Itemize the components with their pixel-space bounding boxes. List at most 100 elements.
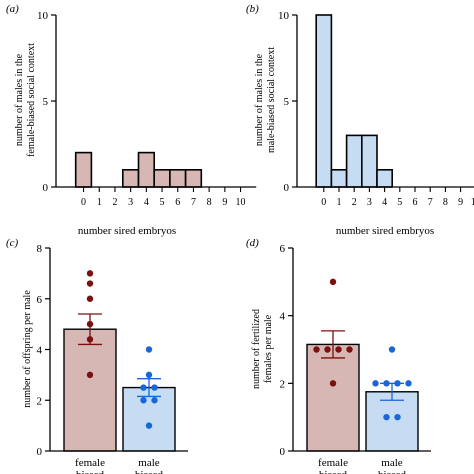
- panel-d-data-point: [388, 346, 396, 353]
- panel-a-ytick-label: 10: [37, 10, 49, 22]
- panel-c-data-point: [145, 422, 153, 429]
- panel-a-xlabel: number sired embryos: [78, 225, 176, 237]
- panel-b-bar: [360, 134, 378, 188]
- panel-d-ylabel-line1: number of fertilized: [251, 309, 262, 389]
- panel-d-data-point: [324, 346, 331, 353]
- panel-c-data-point: [86, 295, 94, 302]
- panel-c-ylabel: number of offspring per male: [22, 290, 33, 408]
- panel-b-label: (b): [246, 3, 259, 15]
- panel-c-data-point: [145, 346, 153, 353]
- panel-d-ytick-label: 0: [280, 446, 286, 458]
- panel-a-bar: [74, 151, 93, 188]
- panel-c-group-label: biased: [76, 469, 105, 474]
- panel-a-xtick-label: 9: [222, 197, 227, 208]
- panel-d-data-point: [383, 380, 390, 387]
- panel-a-histogram: (a) number of males in the female-biased…: [6, 3, 257, 237]
- panel-d-data-point: [329, 278, 337, 286]
- panel-d-data-point: [329, 380, 337, 387]
- panel-c-ytick-label: 4: [37, 345, 43, 357]
- panel-c-ytick-label: 0: [37, 446, 43, 458]
- panel-a-ylabel-line1: number of males in the: [14, 53, 25, 146]
- panel-d-data-point: [346, 346, 353, 353]
- panel-b-xtick-label: 9: [458, 197, 463, 208]
- panel-a-xtick-label: 5: [160, 197, 165, 208]
- panel-c-ytick-label: 6: [37, 294, 43, 306]
- panel-c-group-label: biased: [135, 469, 164, 474]
- panel-d-data-point: [335, 346, 342, 353]
- panel-c-data-point: [140, 397, 147, 404]
- panel-a-bar: [153, 169, 171, 188]
- panel-b-xtick-label: 6: [413, 197, 418, 208]
- panel-a-xtick-label: 8: [207, 197, 212, 208]
- panel-d-data-point: [383, 413, 390, 421]
- panel-d-group-label: male: [381, 457, 402, 469]
- panel-b-xtick-label: 8: [443, 197, 448, 208]
- panel-b-bar: [376, 169, 393, 188]
- panel-d-data-point: [405, 380, 412, 387]
- panel-c-data-point: [145, 371, 153, 379]
- panel-d-ylabel-line2: females per male: [263, 314, 274, 383]
- panel-b-ytick-label: 10: [278, 10, 290, 22]
- panel-c-bar-chart: (c) number of offspring per male 0 2 4 6 8 fe…: [6, 237, 188, 474]
- panel-c-data-point: [151, 397, 158, 404]
- panel-a-xtick-label: 3: [128, 197, 133, 208]
- panel-a-bar: [122, 169, 140, 188]
- panel-b-xlabel: number sired embryos: [336, 225, 434, 237]
- panel-a-xtick-label: 4: [144, 197, 149, 208]
- panel-b-bar: [315, 14, 333, 188]
- panel-d-group-label: biased: [378, 469, 407, 474]
- panel-a-xtick-label: 6: [175, 197, 180, 208]
- panel-b-xtick-label: 2: [352, 197, 357, 208]
- panel-c-data-point: [86, 280, 94, 287]
- panel-d-group-label: biased: [319, 469, 348, 474]
- panel-c-data-point: [86, 270, 94, 277]
- panel-b-bar: [330, 169, 348, 188]
- panel-d-data-point: [394, 380, 401, 387]
- panel-c-data-point: [140, 384, 147, 391]
- panel-b-xtick-label: 10: [471, 197, 474, 208]
- panel-c-group-label: female: [75, 457, 105, 469]
- panel-d-data-point: [313, 346, 320, 353]
- panel-c-data-point: [86, 336, 94, 343]
- panel-d-data-point: [372, 380, 379, 387]
- panel-b-ylabel-line2: male-biased social context: [266, 47, 277, 153]
- panel-d-data-point: [394, 413, 401, 421]
- panel-c-bar: [63, 328, 117, 452]
- panel-d-ytick-label: 2: [280, 378, 286, 390]
- panel-b-xtick-label: 3: [367, 197, 372, 208]
- panel-a-bar: [137, 151, 155, 188]
- panel-a-xtick-label: 0: [81, 197, 86, 208]
- panel-a-xtick-label: 10: [236, 197, 246, 208]
- panel-c-data-point: [151, 384, 158, 391]
- panel-d-ytick-label: 4: [280, 311, 286, 323]
- panel-b-ylabel-line1: number of males in the: [254, 53, 265, 146]
- panel-d-ytick-label: 6: [280, 243, 286, 255]
- panel-c-data-point: [86, 371, 94, 379]
- panel-a-bar: [169, 169, 187, 188]
- panel-b-xtick-label: 1: [337, 197, 342, 208]
- panel-b-bar: [345, 134, 363, 188]
- panel-a-ytick-label: 5: [43, 96, 49, 108]
- panel-a-xtick-label: 2: [112, 197, 117, 208]
- panel-d-bar: [306, 343, 360, 452]
- panel-a-xtick-label: 7: [191, 197, 196, 208]
- panel-b-ytick-label: 0: [284, 182, 290, 194]
- panel-a-bar: [184, 169, 203, 188]
- panel-c-ytick-label: 8: [37, 243, 43, 255]
- panel-b-ytick-label: 5: [284, 96, 290, 108]
- panel-a-ylabel-line2: female-biased social context: [26, 43, 37, 157]
- panel-b-xtick-label: 0: [321, 197, 326, 208]
- panel-b-xtick-label: 5: [397, 197, 402, 208]
- panel-c-label: (c): [6, 237, 19, 249]
- panel-c-group-label: male: [138, 457, 159, 469]
- panel-b-histogram: (b) number of males in the male-biased s…: [246, 3, 474, 237]
- panel-d-bar-chart: (d) number of fertilized females per mal…: [246, 237, 431, 474]
- panel-b-xtick-label: 7: [428, 197, 433, 208]
- panel-a-xtick-label: 1: [97, 197, 102, 208]
- panel-a-label: (a): [6, 3, 19, 15]
- panel-a-ytick-label: 0: [43, 182, 49, 194]
- panel-c-ytick-label: 2: [37, 395, 43, 407]
- panel-c-data-point: [86, 320, 94, 328]
- panel-d-group-label: female: [318, 457, 348, 469]
